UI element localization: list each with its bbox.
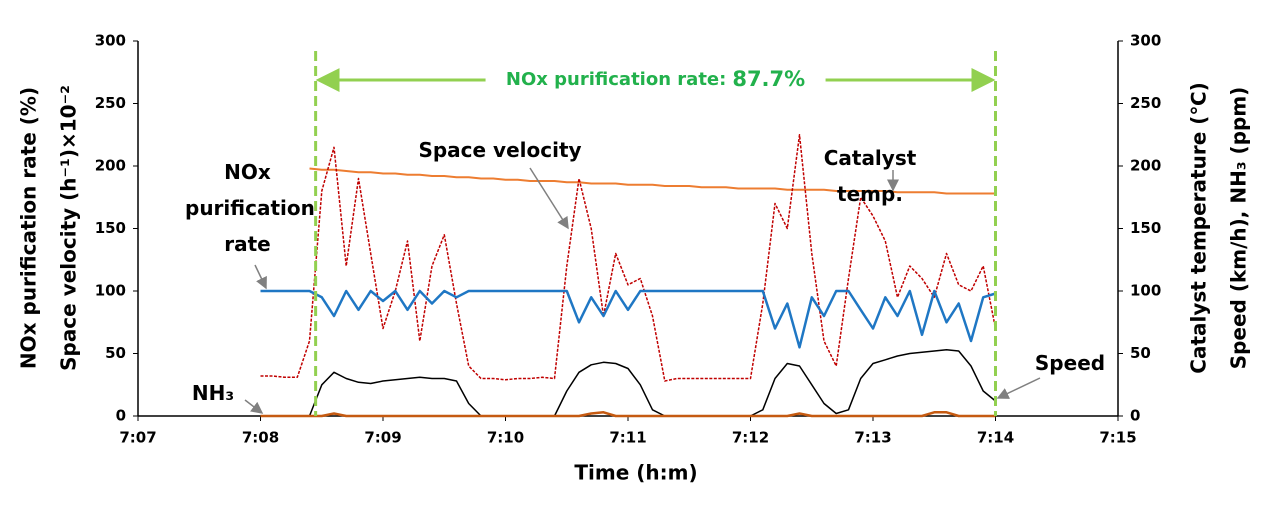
- y2-tick-label: 0: [1130, 407, 1140, 425]
- y2-tick-label: 250: [1130, 94, 1161, 112]
- annotation-value: 87.7%: [732, 67, 805, 91]
- series-label: NH₃: [191, 381, 235, 405]
- series-line: [260, 289, 996, 349]
- series-label: Space velocity: [418, 138, 582, 162]
- y-axis-title: Space velocity (h⁻¹)×10⁻²: [57, 85, 81, 371]
- y2-tick-label: 50: [1130, 344, 1151, 362]
- y2-tick-label: 200: [1130, 157, 1161, 175]
- y2-axis-title: Catalyst temperature (℃): [1187, 82, 1211, 373]
- x-tick-label: 7:08: [242, 429, 279, 447]
- y-tick-label: 150: [95, 219, 126, 237]
- y-tick-label: 50: [105, 344, 126, 362]
- y-axis-title: NOx purification rate (%): [17, 87, 41, 369]
- series-label: Catalyst temp.: [823, 146, 917, 206]
- y2-tick-label: 150: [1130, 219, 1161, 237]
- series-label: Speed: [1034, 351, 1106, 375]
- label-pointer: [254, 264, 267, 290]
- annotation: NOx purification rate: 87.7%: [506, 67, 805, 91]
- y-tick-label: 0: [116, 407, 126, 425]
- x-tick-label: 7:15: [1099, 429, 1136, 447]
- label-pointer: [529, 167, 569, 230]
- x-tick-label: 7:14: [977, 429, 1014, 447]
- series-label: NOx purification rate: [185, 160, 315, 256]
- y-tick-label: 200: [95, 157, 126, 175]
- x-tick-label: 7:12: [732, 429, 769, 447]
- x-tick-label: 7:13: [854, 429, 891, 447]
- label-pointer: [244, 399, 264, 414]
- annotation-bg: [485, 65, 826, 95]
- x-tick-label: 7:09: [364, 429, 401, 447]
- series-line: [309, 167, 996, 195]
- series-line: [260, 134, 997, 382]
- x-axis-title: Time (h:m): [574, 461, 697, 485]
- series-line: [260, 411, 996, 418]
- y-tick-label: 250: [95, 94, 126, 112]
- y-tick-label: 300: [95, 32, 126, 50]
- x-tick-label: 7:07: [119, 429, 156, 447]
- x-tick-label: 7:10: [487, 429, 524, 447]
- y2-tick-label: 300: [1130, 32, 1161, 50]
- y2-axis-title: Speed (km/h), NH₃ (ppm): [1227, 87, 1251, 370]
- y2-tick-label: 100: [1130, 282, 1161, 300]
- label-pointer: [996, 377, 1041, 399]
- series-line: [260, 349, 996, 417]
- y-tick-label: 100: [95, 282, 126, 300]
- annotation-text: NOx purification rate:: [506, 69, 726, 90]
- x-tick-label: 7:11: [609, 429, 646, 447]
